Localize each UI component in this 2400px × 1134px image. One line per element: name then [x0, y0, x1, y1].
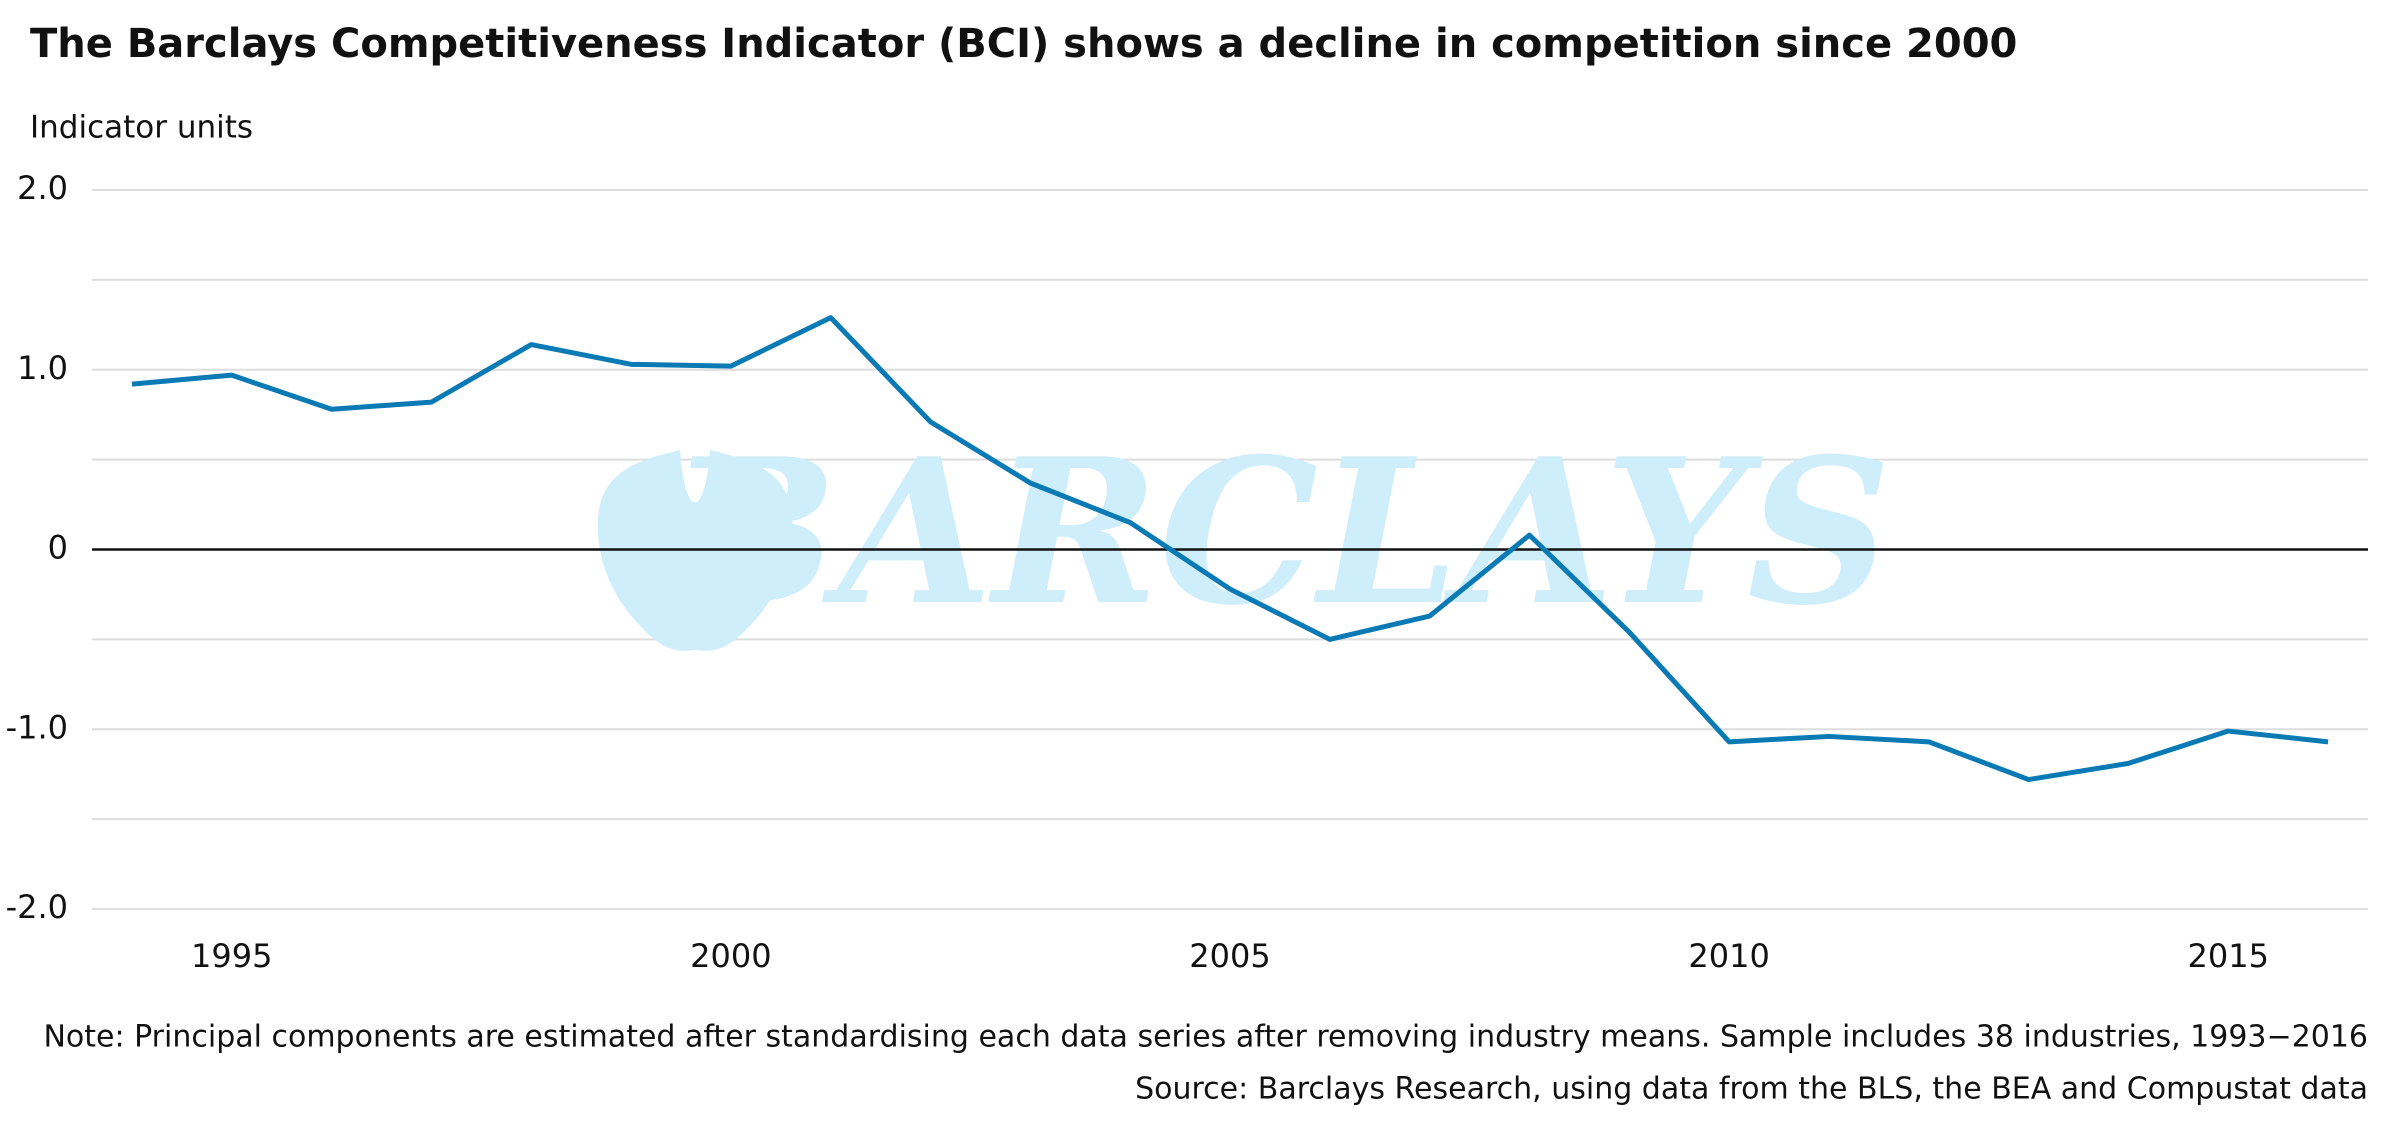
source: Source: Barclays Research, using data fr…: [1135, 1072, 2368, 1107]
x-tick-label: 2010: [1688, 937, 1769, 975]
note: Note: Principal components are estimated…: [43, 1020, 2368, 1055]
x-tick-label: 2015: [2188, 937, 2269, 975]
x-tick-label: 2000: [690, 937, 771, 975]
chart-title: The Barclays Competitiveness Indicator (…: [30, 21, 2017, 67]
x-tick-label: 1995: [191, 937, 272, 975]
y-tick-label: 2.0: [17, 169, 68, 207]
data-line: [131, 315, 2329, 783]
y-tick-label: 1.0: [17, 349, 68, 387]
y-tick-label: -2.0: [6, 888, 68, 926]
x-tick-label: 2005: [1189, 937, 1270, 975]
y-tick-label: -1.0: [6, 708, 68, 746]
y-tick-label: 0: [48, 529, 68, 567]
y-axis-label: Indicator units: [30, 110, 253, 146]
